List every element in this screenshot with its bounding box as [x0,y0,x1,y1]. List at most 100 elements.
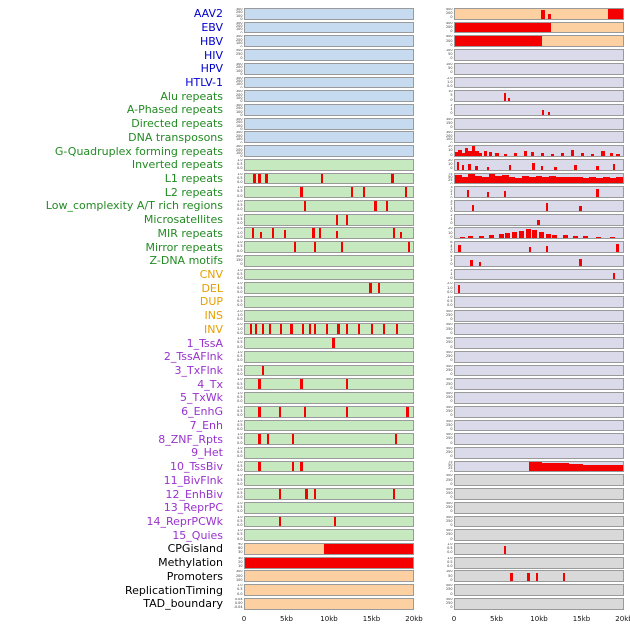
y-axis-tick-label: 10 [448,162,453,167]
signal-bar [325,324,328,335]
track-panel-right [454,446,624,459]
y-axis-tick-label: 0 [240,56,243,61]
y-axis-tick-label: 0.0 [447,550,453,555]
y-axis-tick-label: 250 [236,52,243,57]
y-axis-ticks: 1.0 0.5 0.0 [227,173,244,185]
signal-bar [258,379,261,390]
y-axis-tick-label: 0.0 [237,591,243,596]
signal-bar [382,324,385,335]
signal-bar [280,324,283,335]
y-axis-tick-label: 0 [240,17,243,20]
signal-bar [535,572,539,582]
y-axis-ticks: 2.0 1.0 0.0 [227,323,244,335]
signal-bar [530,152,534,156]
track-panel-left [244,158,414,171]
y-axis-ticks: 1.0 0.5 0.0 [227,584,244,596]
signal-bar [261,365,265,376]
signal-bar [399,232,402,239]
y-axis-tick-label: 0 [450,42,453,47]
signal-bar [391,173,394,184]
signal-bar [300,461,303,472]
y-axis-tick-label: 0.0 [237,522,243,527]
signal-bar [550,153,555,156]
y-axis-ticks: 100 50 0 [436,63,454,75]
y-axis-ticks: 0.04 0.00 -0.04 [227,598,244,610]
signal-bar [591,153,595,156]
y-axis-tick-label: 0.5 [447,299,453,304]
y-axis-tick-label: 0.0 [237,454,243,459]
y-axis-tick-label: 500 [446,584,453,588]
y-axis-tick-label: 0.0 [237,413,243,418]
y-axis-tick-label: 250 [446,450,453,455]
y-axis-tick-label: 0.5 [237,587,243,592]
track-panel-left [244,90,414,103]
y-axis-tick-label: 50 [448,66,453,71]
y-axis-tick-label: 150 [446,120,453,125]
y-axis-tick-label: 1.0 [237,378,243,382]
track-panel-right [454,117,624,130]
signal-bar [502,174,509,184]
x-axis-label: 20kb [405,614,423,623]
signal-bar [468,150,472,156]
y-axis-tick-label: 1.0 [237,446,243,450]
track-panel-right [454,433,624,446]
y-axis-ticks: 1.0 0.5 0.0 [227,351,244,363]
y-axis-tick-label: 500 [446,433,453,437]
y-axis-tick-label: 300 [236,570,243,574]
track-rows: AAV2 300 200 100 0 400 200 0 EBV 300 200 100 0 400 200… [0,7,630,611]
track-panel-left [244,337,414,349]
y-axis-ticks: 500 250 0 [436,406,454,418]
track-label: ReplicationTiming [124,583,223,597]
y-axis-tick-label: 300 [236,103,243,107]
signal-bar [609,237,615,239]
signal-bar [528,461,543,472]
signal-bar [457,285,461,294]
signal-bar [575,176,583,184]
track-panel-left [244,597,414,610]
y-axis-tick-label: 100 [236,96,243,101]
y-axis-tick-label: 300 [236,117,243,121]
signal-bar [471,146,476,156]
y-axis-tick-label: 250 [446,395,453,400]
signal-bar [596,236,602,239]
y-axis-tick-label: 0.0 [237,426,243,431]
signal-bar [518,230,524,239]
signal-bar [503,545,507,554]
y-axis-tick-label: 0 [450,358,453,363]
track-row: MIR repeats 2.0 1.0 0.0 20 10 0 [0,227,630,241]
track-label: 5_TxWk [180,391,223,405]
y-axis-tick-label: 1.0 [237,488,243,492]
signal-bar [535,175,543,184]
track-label: A-Phased repeats [126,103,223,117]
y-axis-tick-label: 0.0 [237,468,243,473]
signal-bar [475,166,478,170]
signal-bar [616,153,620,156]
y-axis-tick-label: 2 [450,246,453,251]
track-panel-right [454,323,624,336]
y-axis-ticks: 20 10 0 [436,145,454,157]
track-panel-left [244,364,414,377]
y-axis-tick-label: 50 [448,463,453,468]
y-axis-tick-label: 0.5 [237,367,243,372]
track-row: DUP 1.0 0.5 0.0 1.0 0.5 0.0 [0,295,630,309]
track-label: HPV [200,62,223,76]
y-axis-tick-label: 0.0 [447,564,453,569]
signal-bar [468,173,476,184]
signal-bar [258,434,261,445]
y-axis-tick-label: 300 [236,35,243,39]
track-row: AAV2 300 200 100 0 400 200 0 [0,7,630,21]
track-panel-left [244,254,414,267]
y-axis-tick-label: 2.0 [237,309,243,313]
signal-bar [555,463,570,472]
track-label: HBV [199,34,223,48]
signal-bar [549,175,556,184]
y-axis-ticks: 500 250 0 [436,420,454,432]
track-panel-left [244,446,414,459]
y-axis-tick-label: 1.0 [237,312,243,317]
track-panel-right [454,103,624,116]
y-axis-tick-label: 0 [240,99,243,103]
y-axis-tick-label: 0.5 [237,395,243,400]
signal-bar [513,153,518,156]
track-row: INS 2.0 1.0 0.0 500 250 0 [0,309,630,323]
